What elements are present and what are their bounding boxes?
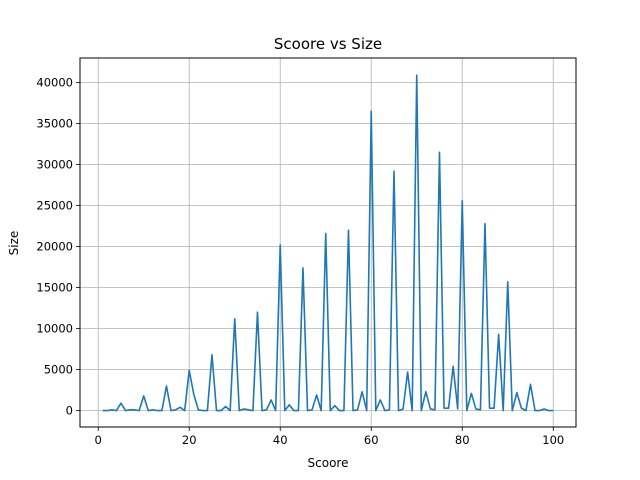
- chart-title: Scoore vs Size: [274, 35, 382, 53]
- plot-frame: [79, 57, 577, 428]
- x-tick-label: 80: [455, 433, 470, 447]
- series-line: [102, 74, 554, 412]
- y-tick-label: 10000: [36, 322, 73, 336]
- y-tick-label: 0: [66, 404, 73, 418]
- y-tick-label: 35000: [36, 117, 73, 131]
- x-axis-label: Scoore: [308, 456, 349, 470]
- x-axis-ticks: 0 20 40 60 80 100: [95, 427, 564, 447]
- y-tick-label: 30000: [36, 158, 73, 172]
- x-tick-label: 20: [182, 433, 197, 447]
- series-layer: [102, 74, 554, 412]
- grid-lines: [80, 58, 576, 427]
- y-tick-label: 25000: [36, 199, 73, 213]
- x-tick-label: 60: [364, 433, 379, 447]
- x-tick-label: 0: [95, 433, 102, 447]
- y-axis-ticks: 0 5000 10000 15000 20000 25000 30000 35000 40000: [36, 76, 80, 418]
- x-tick-label: 40: [273, 433, 288, 447]
- y-tick-label: 20000: [36, 240, 73, 254]
- y-tick-label: 15000: [36, 281, 73, 295]
- y-tick-label: 5000: [44, 363, 73, 377]
- y-axis-label: Size: [7, 231, 21, 256]
- y-tick-label: 40000: [36, 76, 73, 90]
- x-tick-label: 100: [542, 433, 564, 447]
